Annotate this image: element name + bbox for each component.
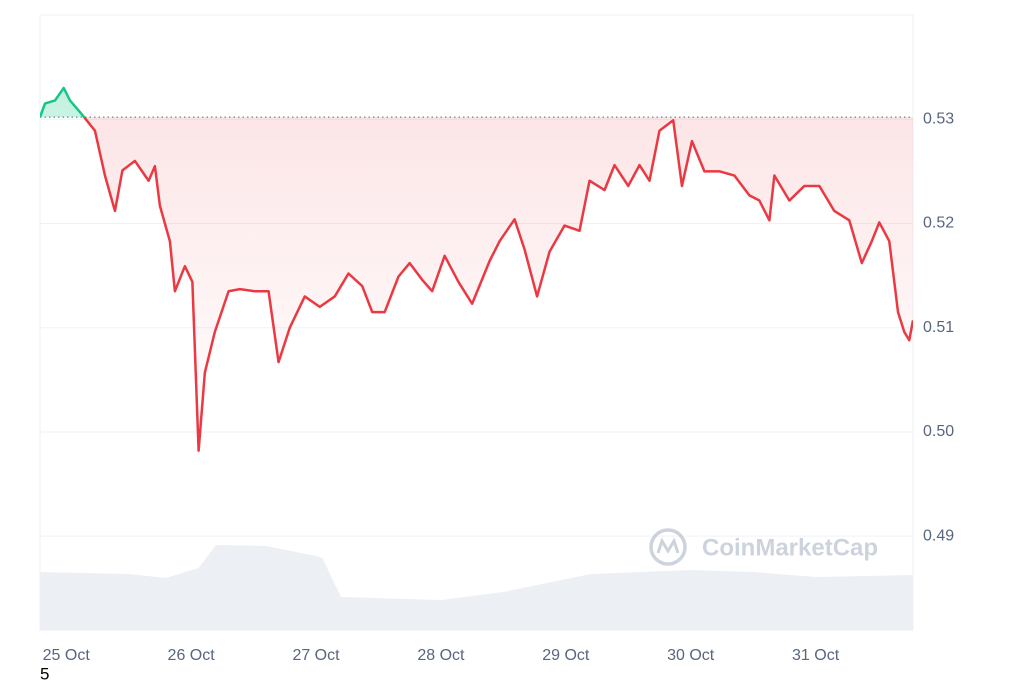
area-up xyxy=(40,87,85,118)
y-tick-label: 0.50 xyxy=(923,423,954,440)
watermark-text: CoinMarketCap xyxy=(702,534,878,561)
y-tick-label: 0.53 xyxy=(923,110,954,127)
x-tick-label: 28 Oct xyxy=(417,647,465,664)
x-tick-label: 27 Oct xyxy=(292,647,340,664)
y-tick-label: 0.49 xyxy=(923,527,954,544)
watermark: CoinMarketCap xyxy=(649,528,878,566)
price-line-down xyxy=(40,117,913,452)
y-tick-label: 0.52 xyxy=(923,215,954,232)
volume-area xyxy=(40,545,913,630)
y-tick-label: 0.51 xyxy=(923,319,954,336)
x-tick-label: 25 Oct xyxy=(43,647,91,664)
x-tick-label: 30 Oct xyxy=(667,647,715,664)
footnote: 5 xyxy=(40,664,49,683)
x-tick-label: 29 Oct xyxy=(542,647,590,664)
x-tick-label: 31 Oct xyxy=(792,647,840,664)
area-down xyxy=(40,117,913,451)
x-tick-label: 26 Oct xyxy=(168,647,216,664)
